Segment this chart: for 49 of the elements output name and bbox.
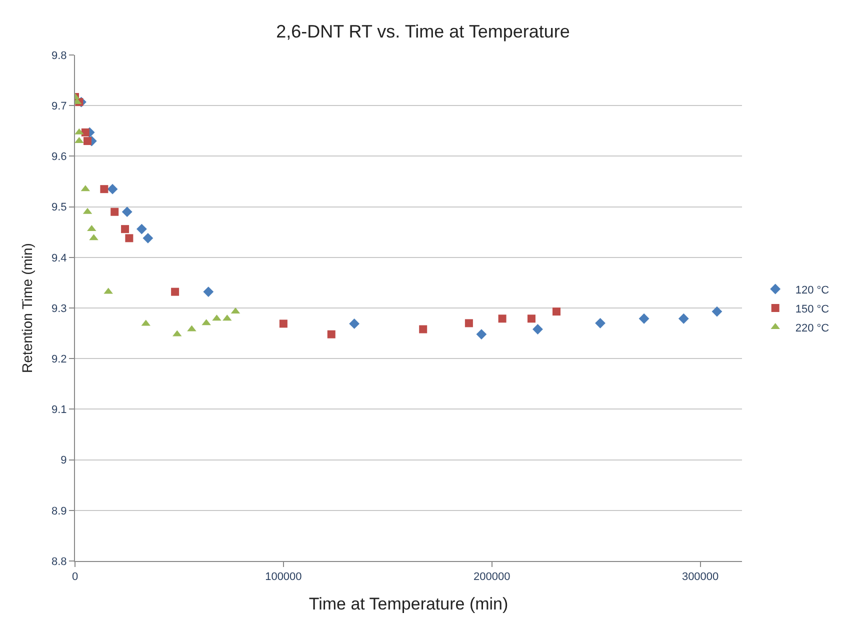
point <box>498 314 506 323</box>
x-tick-label: 200000 <box>474 571 510 584</box>
point <box>171 288 180 296</box>
legend-label: 220 °C <box>795 322 830 334</box>
point <box>110 208 119 216</box>
point <box>464 319 473 328</box>
point <box>327 330 336 338</box>
point <box>125 234 134 242</box>
y-tick-label: 9.8 <box>52 50 67 62</box>
point <box>100 185 108 194</box>
point <box>203 286 214 298</box>
point <box>638 313 650 324</box>
legend-label: 120 °C <box>795 284 830 296</box>
point <box>279 320 288 328</box>
point <box>552 308 560 316</box>
point <box>527 314 536 323</box>
y-tick-label: 9.4 <box>52 252 67 264</box>
point <box>75 137 84 144</box>
y-tick-label: 9.6 <box>52 151 67 164</box>
point <box>349 318 360 329</box>
point <box>84 137 92 146</box>
y-tick-label: 9.7 <box>52 100 67 112</box>
x-tick-label: 100000 <box>265 571 302 584</box>
y-tick-label: 9.1 <box>52 404 67 416</box>
legend-label: 150 °C <box>795 303 830 316</box>
y-axis-title: Retention Time (min) <box>19 243 36 373</box>
x-tick-label: 0 <box>72 571 78 584</box>
point <box>712 306 722 317</box>
point <box>75 128 84 134</box>
point <box>142 232 154 244</box>
y-tick-label: 9.5 <box>52 202 67 214</box>
chart-title: 2,6-DNT RT vs. Time at Temperature <box>276 21 570 42</box>
point <box>532 324 543 334</box>
x-tick-label: 300000 <box>682 571 719 584</box>
point <box>476 329 487 340</box>
point <box>136 224 147 234</box>
point <box>107 184 118 194</box>
y-tick-label: 9.3 <box>52 302 67 315</box>
y-tick-label: 9 <box>60 454 67 467</box>
point <box>678 313 689 324</box>
point <box>81 128 90 136</box>
point <box>419 325 428 334</box>
point <box>121 225 130 234</box>
point <box>122 206 132 218</box>
point <box>595 318 606 328</box>
y-tick-label: 8.8 <box>52 556 67 568</box>
y-tick-label: 8.9 <box>52 505 67 518</box>
x-axis-title: Time at Temperature (min) <box>308 594 508 614</box>
y-tick-label: 9.2 <box>52 353 67 366</box>
